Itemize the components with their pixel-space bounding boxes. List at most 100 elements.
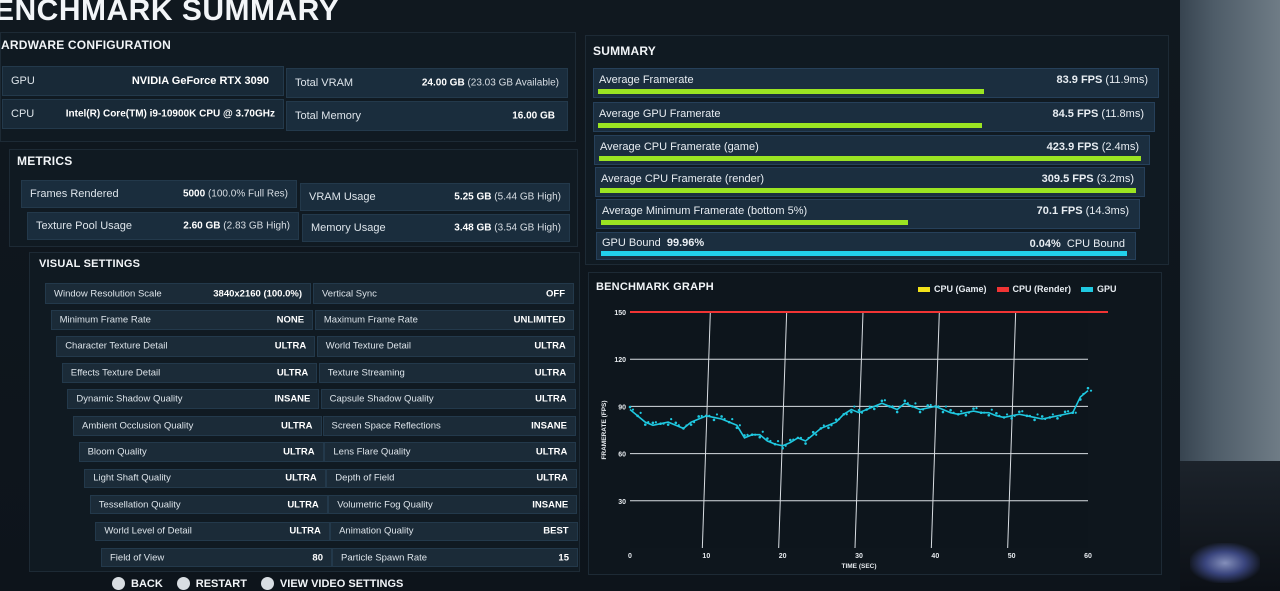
- setting-value: ULTRA: [535, 446, 568, 458]
- y-tick-label: 150: [614, 310, 626, 317]
- background-desk: [1170, 461, 1280, 591]
- setting-label: World Level of Detail: [104, 525, 192, 537]
- gpu-data-point: [712, 418, 716, 422]
- gpu-bound-bar-fill: [601, 251, 1127, 256]
- gpu-data-point: [964, 413, 968, 417]
- gpu-data-point: [1051, 413, 1054, 416]
- summary-bar: [598, 89, 1150, 94]
- gpu-data-point: [776, 440, 780, 443]
- setting-value: ULTRA: [285, 472, 317, 484]
- summary-row: Average GPU Framerate 84.5 FPS (11.8ms): [593, 102, 1155, 132]
- gpu-data-point: [1086, 386, 1090, 390]
- gpu-data-point: [758, 435, 762, 439]
- setting-label: Animation Quality: [339, 525, 414, 537]
- gpu-data-point: [934, 405, 937, 408]
- legend-gpu: GPU: [1081, 284, 1117, 294]
- gpu-data-point: [979, 411, 983, 414]
- page-title: ENCHMARK SUMMARY: [0, 0, 340, 27]
- visual-setting-right-3: Texture Streaming ULTRA: [318, 362, 576, 383]
- visual-setting-left-4: Dynamic Shadow Quality INSANE: [67, 389, 320, 410]
- gpu-data-point: [1013, 414, 1016, 417]
- x-tick-label: 40: [931, 553, 939, 560]
- summary-row: Average CPU Framerate (render) 309.5 FPS …: [595, 167, 1145, 197]
- visual-setting-left-8: Tessellation Quality ULTRA: [89, 495, 328, 515]
- gpu-data-point: [720, 415, 723, 418]
- summary-fps: 423.9 FPS: [1046, 141, 1099, 153]
- gpu-data-point: [689, 423, 693, 426]
- gpu-data-point: [677, 424, 680, 427]
- x-gridline: [930, 311, 940, 549]
- restart-button[interactable]: RESTART: [176, 577, 247, 590]
- gpu-data-point: [822, 424, 825, 427]
- gpu-data-point: [735, 426, 739, 430]
- gpu-data-point: [911, 405, 914, 408]
- x-tick-label: 50: [1008, 553, 1016, 560]
- back-label: BACK: [131, 577, 163, 590]
- setting-label: Particle Spawn Rate: [341, 552, 428, 563]
- total-memory-cell: Total Memory 16.00 GB: [286, 101, 568, 131]
- setting-value: ULTRA: [281, 420, 313, 431]
- cpu-label: CPU: [11, 108, 35, 120]
- gpu-data-point: [754, 433, 757, 436]
- gpu-data-point: [781, 446, 784, 450]
- view-video-settings-label: VIEW VIDEO SETTINGS: [279, 577, 404, 590]
- gpu-data-point: [872, 407, 876, 411]
- memory-usage-amount: 3.48 GB: [454, 222, 492, 234]
- gpu-data-point: [1018, 410, 1021, 414]
- legend-cpu-render-swatch: [996, 286, 1009, 292]
- setting-label: World Texture Detail: [325, 340, 411, 352]
- setting-value: ULTRA: [287, 499, 319, 511]
- gpu-data-point: [834, 418, 838, 421]
- summary-fps: 84.5 FPS: [1052, 108, 1099, 120]
- gpu-data-point: [773, 442, 777, 446]
- visual-setting-right-10: Particle Spawn Rate 15: [332, 548, 578, 567]
- x-button-icon: [176, 577, 190, 590]
- visual-setting-left-1: Minimum Frame Rate NONE: [50, 309, 314, 331]
- vram-usage-value: 5.25 GB (5.44 GB High): [454, 192, 561, 203]
- gpu-label: GPU: [11, 75, 35, 87]
- benchmark-graph-header: BENCHMARK GRAPH: [596, 281, 714, 293]
- visual-setting-left-9: World Level of Detail ULTRA: [95, 521, 330, 541]
- gpu-data-point: [1040, 415, 1044, 418]
- summary-bar-fill: [598, 89, 985, 94]
- gpu-data-point: [983, 411, 986, 414]
- summary-bar-fill: [601, 220, 909, 225]
- gpu-data-point: [723, 417, 726, 421]
- visual-setting-left-7: Light Shaft Quality ULTRA: [84, 468, 326, 489]
- gpu-data-point: [830, 424, 833, 427]
- legend-cpu-render: CPU (Render): [996, 284, 1071, 294]
- gpu-data-point: [659, 422, 662, 426]
- footer-actions: BACK RESTART VIEW VIDEO SETTINGS: [112, 577, 403, 590]
- memory-usage-value: 3.48 GB (3.54 GB High): [454, 223, 561, 234]
- legend-cpu-game-label: CPU (Game): [934, 284, 987, 294]
- summary-bar: [599, 156, 1141, 161]
- summary-row-value: 83.9 FPS (11.9ms): [1056, 74, 1148, 86]
- gpu-data-point: [838, 418, 841, 421]
- gpu-data-point: [1059, 414, 1062, 417]
- gpu-data-point: [682, 427, 685, 430]
- gpu-data-point: [796, 436, 800, 440]
- vram-usage-high: (5.44 GB High): [494, 191, 561, 203]
- setting-label: Ambient Occlusion Quality: [82, 420, 194, 431]
- texture-pool-high: (2.83 GB High): [223, 220, 290, 232]
- view-video-settings-button[interactable]: VIEW VIDEO SETTINGS: [260, 577, 404, 590]
- gpu-bound-value: 99.96%: [666, 237, 705, 249]
- back-button[interactable]: BACK: [112, 577, 163, 590]
- gpu-data-point: [636, 414, 639, 418]
- visual-setting-right-2: World Texture Detail ULTRA: [316, 336, 575, 357]
- summary-row: Average Framerate 83.9 FPS (11.9ms): [593, 68, 1159, 98]
- setting-label: Effects Texture Detail: [70, 367, 161, 379]
- gpu-data-point: [899, 405, 902, 408]
- setting-label: Light Shaft Quality: [93, 472, 171, 484]
- total-vram-amount: 24.00 GB: [421, 77, 465, 89]
- gpu-data-point: [865, 408, 868, 411]
- gpu-data-point: [654, 421, 657, 424]
- gpu-data-point: [921, 408, 925, 411]
- gpu-value: NVIDIA GeForce RTX 3090: [131, 75, 269, 87]
- texture-pool-cell: Texture Pool Usage 2.60 GB (2.83 GB High…: [27, 212, 299, 240]
- summary-fps: 83.9 FPS: [1056, 74, 1103, 86]
- gpu-data-point: [990, 408, 993, 411]
- benchmark-screen: ENCHMARK SUMMARY ARDWARE CONFIGURATION G…: [0, 0, 1180, 591]
- gpu-data-point: [1005, 413, 1009, 416]
- benchmark-graph-plot: 150 120 90 60 30 0 10 20 30 40 50 60 FRAMERATE (FPS)…: [601, 310, 1108, 570]
